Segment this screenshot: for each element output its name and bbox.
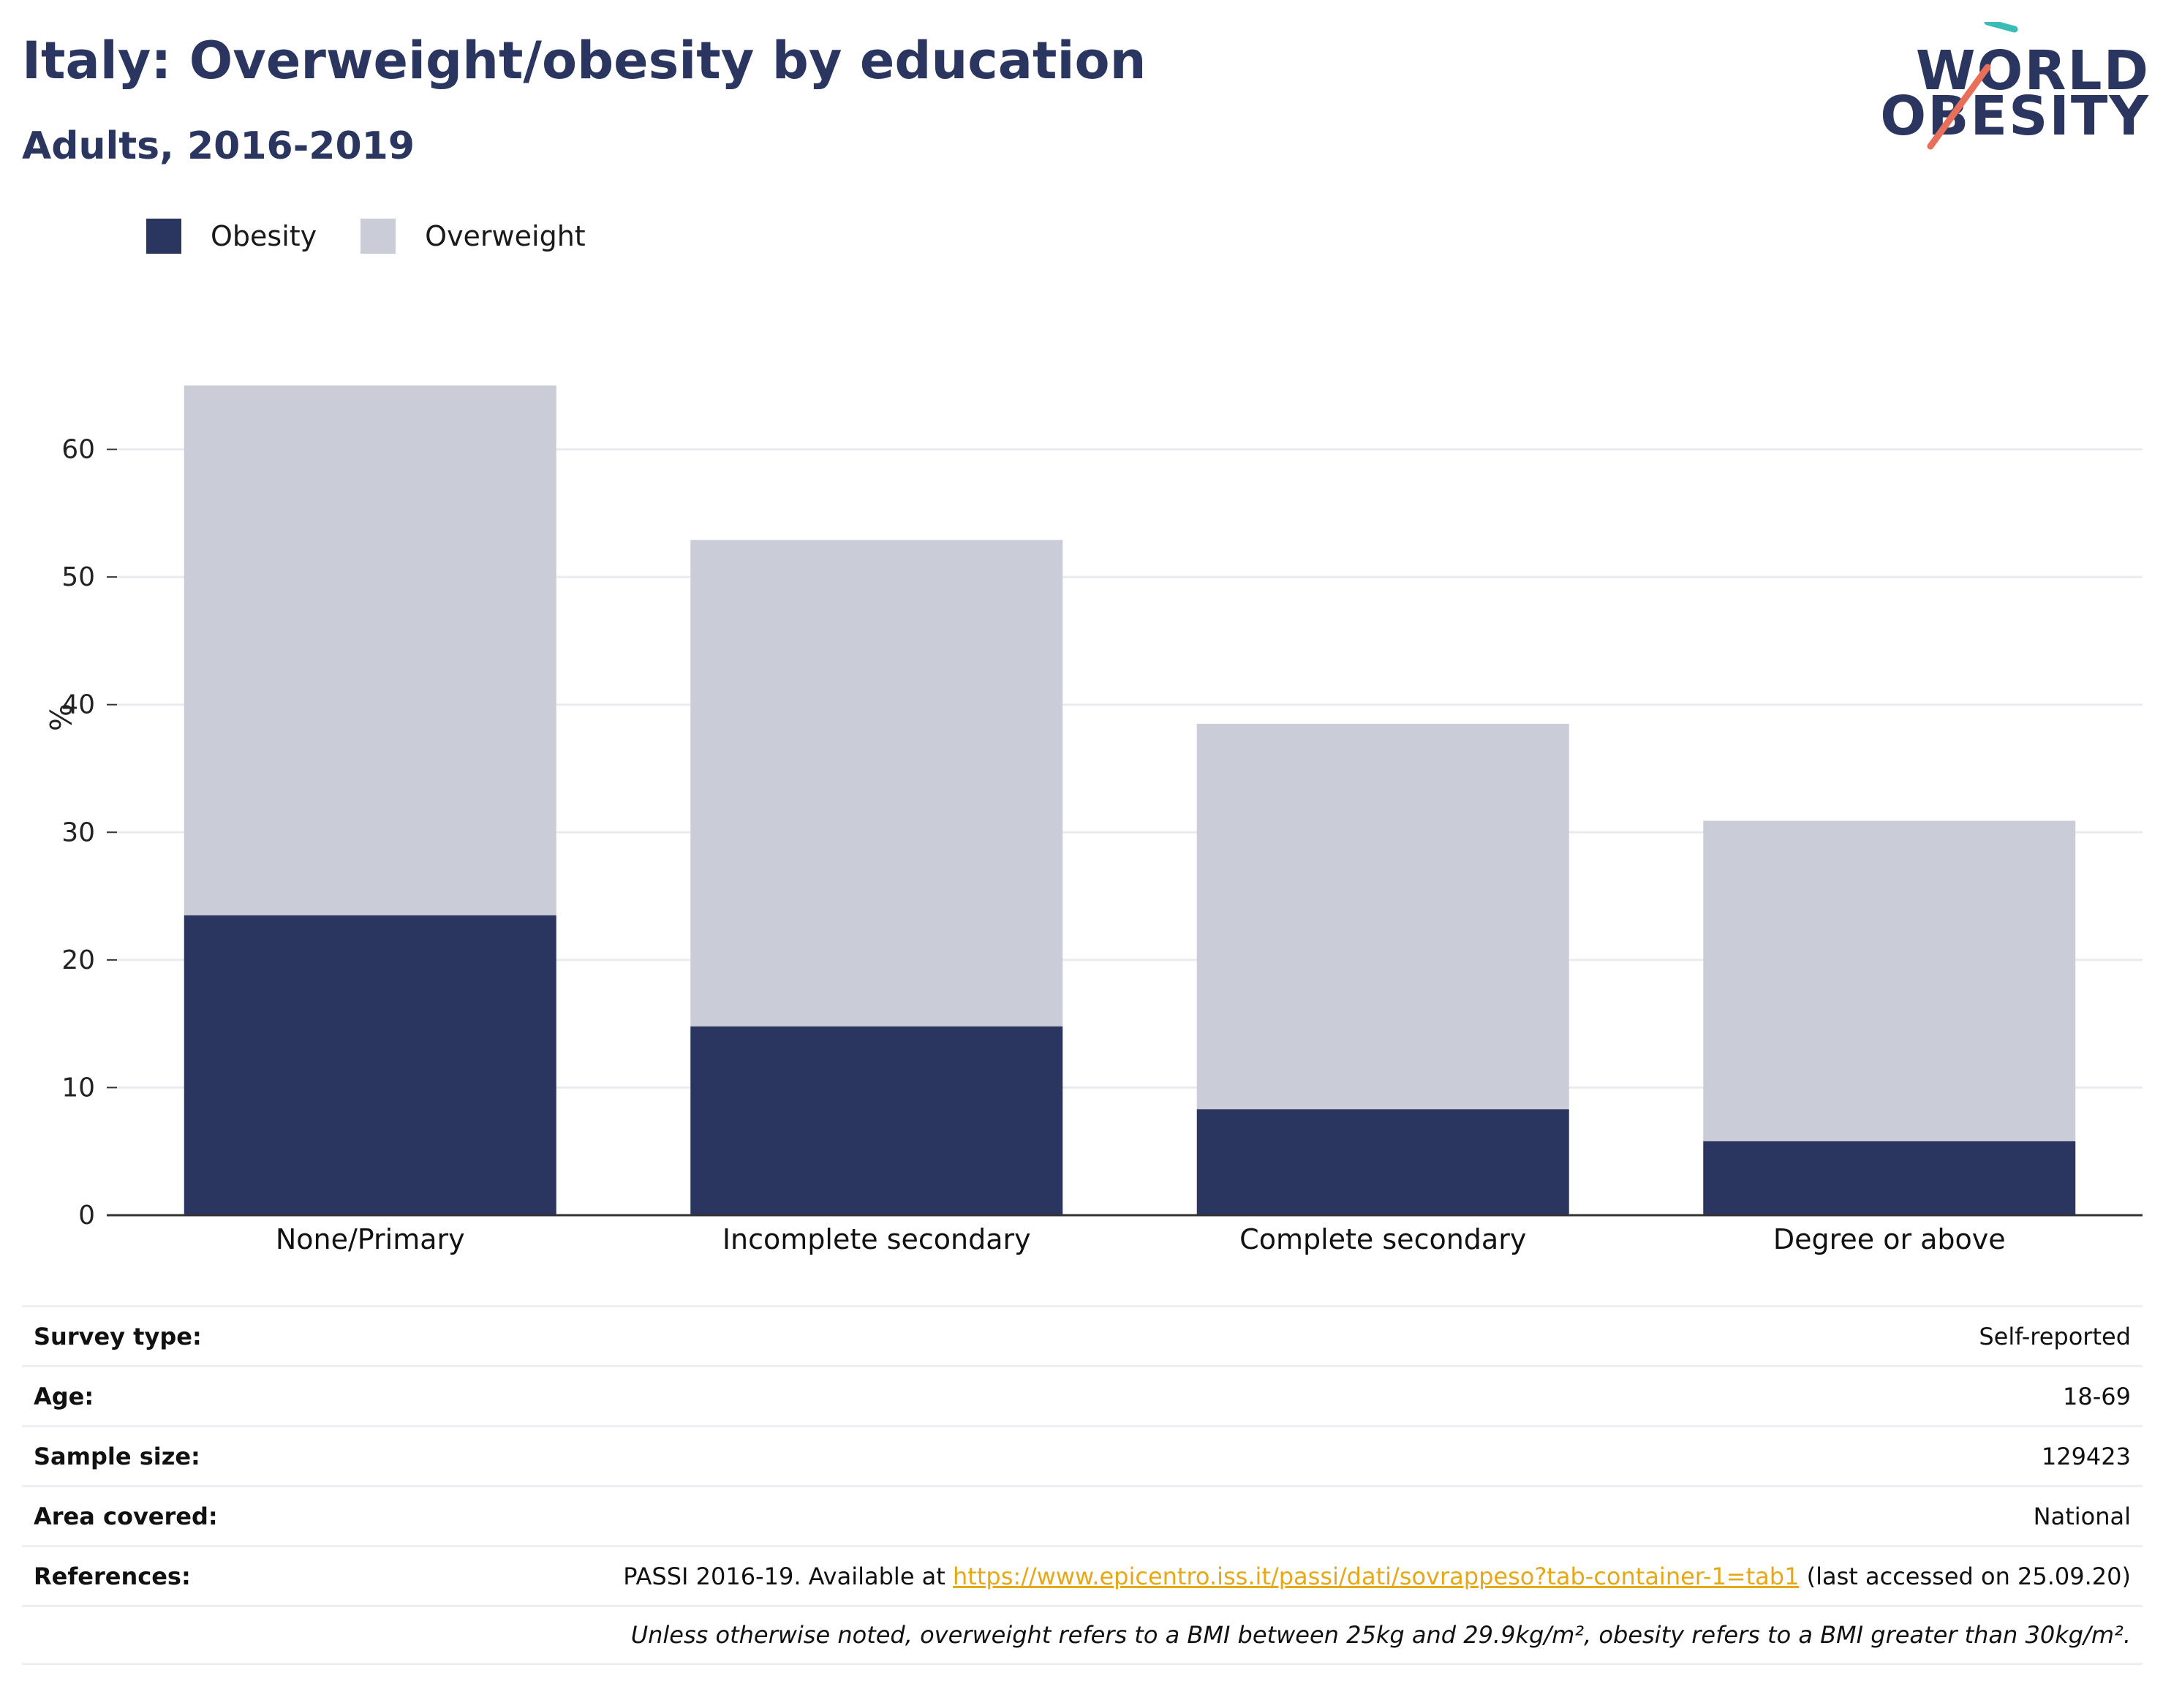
info-label: Survey type:	[34, 1322, 202, 1350]
references-suffix: (last accessed on 25.09.20)	[1799, 1562, 2131, 1590]
legend-swatch-obesity	[146, 219, 181, 254]
info-label: Area covered:	[34, 1502, 218, 1530]
logo-text-obesity: OBESITY	[1880, 85, 2150, 148]
x-tick-label: Complete secondary	[1239, 1223, 1526, 1255]
info-value: 18-69	[2063, 1382, 2131, 1410]
bar-obesity	[690, 1026, 1063, 1215]
bar-obesity	[1703, 1141, 2076, 1215]
x-tick-label: Incomplete secondary	[722, 1223, 1031, 1255]
bar-obesity	[1196, 1109, 1569, 1215]
y-tick-label: 60	[61, 435, 95, 465]
info-value: 129423	[2041, 1442, 2131, 1470]
bmi-definition-note: Unless otherwise noted, overweight refer…	[630, 1621, 2131, 1649]
info-label: References:	[34, 1562, 191, 1590]
info-label: Age:	[34, 1382, 94, 1410]
chart-title: Italy: Overweight/obesity by education	[22, 31, 1147, 91]
legend-item-obesity[interactable]: Obesity	[146, 219, 317, 254]
bar-overweight	[1703, 820, 2076, 1141]
references-link[interactable]: https://www.epicentro.iss.it/passi/dati/…	[953, 1562, 1800, 1590]
info-value: Self-reported	[1979, 1322, 2131, 1350]
bar-obesity	[184, 915, 556, 1215]
info-row-age: Age: 18-69	[22, 1365, 2143, 1425]
legend-label-overweight: Overweight	[425, 220, 586, 252]
chart-legend: Obesity Overweight	[146, 218, 630, 254]
bar-overweight	[184, 385, 556, 915]
info-row-sample-size: Sample size: 129423	[22, 1425, 2143, 1485]
legend-swatch-overweight	[360, 219, 396, 254]
y-axis-title: %	[42, 703, 76, 731]
info-value: National	[2033, 1502, 2131, 1530]
logo-slash-icon	[1927, 22, 2018, 150]
info-row-area-covered: Area covered: National	[22, 1485, 2143, 1545]
info-row-note: Unless otherwise noted, overweight refer…	[22, 1605, 2143, 1665]
y-tick-label: 20	[61, 945, 95, 975]
y-tick-label: 30	[61, 817, 95, 847]
legend-label-obesity: Obesity	[211, 220, 317, 252]
references-prefix: PASSI 2016-19. Available at	[623, 1562, 953, 1590]
bar-overweight	[690, 540, 1063, 1027]
y-tick-label: 10	[61, 1073, 95, 1103]
logo-text-world: WORLD	[1915, 39, 2150, 102]
y-tick-label: 40	[61, 690, 95, 720]
legend-item-overweight[interactable]: Overweight	[360, 219, 586, 254]
chart-subtitle: Adults, 2016-2019	[22, 124, 415, 168]
y-tick-label: 50	[61, 562, 95, 592]
world-obesity-logo: WORLD OBESITY	[1880, 22, 2150, 154]
info-row-survey-type: Survey type: Self-reported	[22, 1305, 2143, 1365]
references-value: PASSI 2016-19. Available at https://www.…	[623, 1562, 2131, 1590]
bar-overweight	[1196, 723, 1569, 1110]
survey-info-table: Survey type: Self-reported Age: 18-69 Sa…	[22, 1305, 2143, 1665]
info-row-references: References: PASSI 2016-19. Available at …	[22, 1545, 2143, 1605]
stacked-bar-chart: 0 10 20 30 40 50 60% None/Primary Incomplete sec…	[42, 385, 2143, 1255]
info-label: Sample size:	[34, 1442, 200, 1470]
x-tick-label: None/Primary	[276, 1223, 465, 1255]
x-tick-label: Degree or above	[1773, 1223, 2006, 1255]
y-tick-label: 0	[78, 1201, 95, 1231]
